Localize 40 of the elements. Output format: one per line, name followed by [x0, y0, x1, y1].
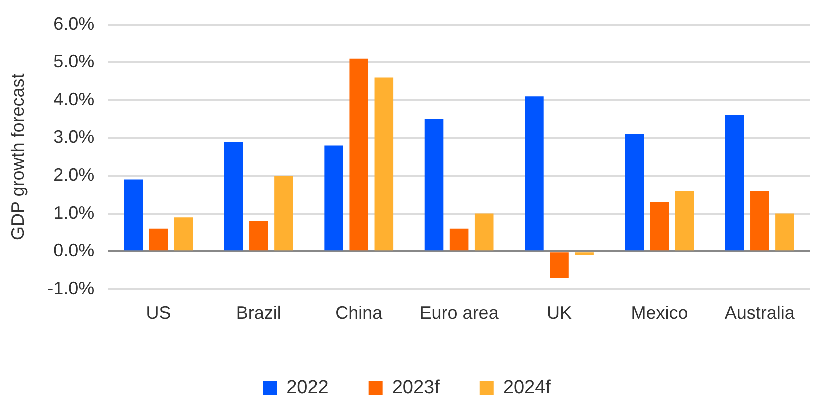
y-tick-label: -1.0%: [48, 278, 95, 298]
legend-label: 2024f: [503, 378, 552, 399]
bar: [250, 221, 268, 251]
bar: [550, 252, 569, 278]
x-tick-label: US: [146, 303, 172, 324]
bar: [224, 142, 244, 251]
y-tick-label: 2.0%: [54, 164, 95, 185]
y-tick-label: 3.0%: [54, 127, 95, 148]
x-tick-label: Mexico: [631, 303, 688, 324]
x-tick-label: China: [336, 303, 384, 324]
bar: [750, 191, 770, 251]
y-tick-label: 5.0%: [54, 52, 95, 72]
bar: [124, 180, 144, 251]
x-tick-label: Australia: [724, 303, 796, 324]
bar: [274, 176, 294, 251]
bar: [650, 202, 670, 251]
bar: [324, 146, 344, 251]
bar: [474, 214, 494, 251]
x-tick-label: UK: [547, 303, 572, 324]
legend-label: 2023f: [392, 378, 441, 399]
bar: [174, 218, 194, 251]
x-tick-label: Euro area: [420, 303, 500, 324]
bar: [725, 116, 744, 251]
y-tick-label: 6.0%: [54, 14, 95, 34]
bar: [149, 228, 168, 251]
bar: [350, 58, 369, 251]
bar: [374, 78, 394, 251]
bar: [625, 134, 644, 251]
y-axis-title: GDP growth forecast: [8, 74, 28, 240]
y-tick-label: 1.0%: [54, 202, 95, 223]
bar: [575, 252, 594, 256]
bar: [450, 228, 469, 251]
y-tick-label: 4.0%: [54, 89, 95, 110]
bar: [675, 191, 694, 251]
bar: [424, 119, 444, 251]
bar: [525, 96, 544, 251]
x-tick-label: Brazil: [236, 303, 282, 324]
y-tick-label: 0.0%: [54, 240, 95, 261]
legend-label: 2022: [286, 378, 329, 399]
bar: [776, 214, 794, 251]
